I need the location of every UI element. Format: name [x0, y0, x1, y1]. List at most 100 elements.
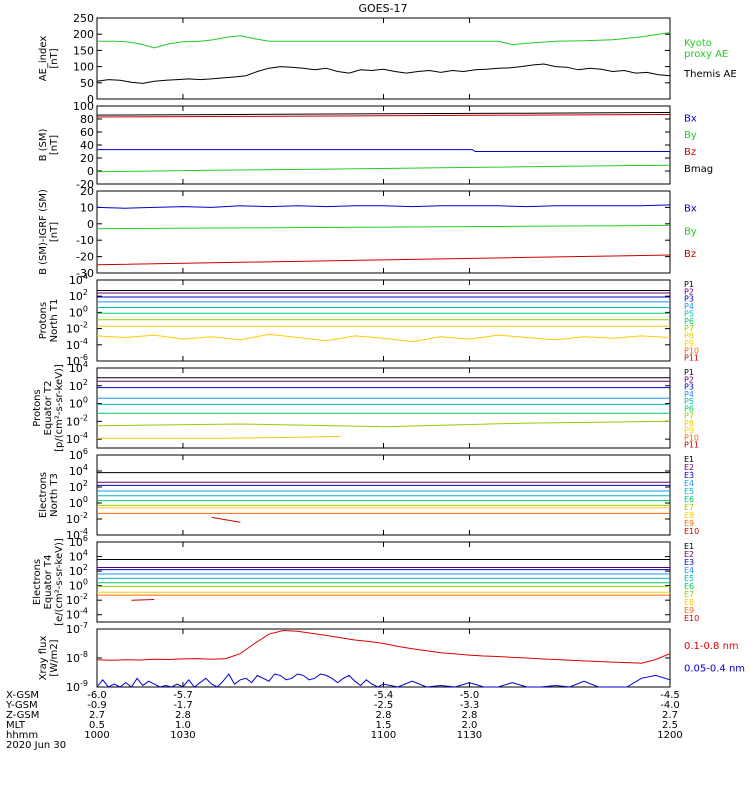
- legend-entry: E8: [684, 511, 694, 520]
- date-label: 2020 Jun 30: [6, 740, 66, 751]
- x-row-value: -3.3: [460, 700, 480, 711]
- series-line-p7: [96, 420, 671, 428]
- series-line-0.1-0.8-nm: [96, 629, 671, 664]
- legend-entry: E7: [684, 503, 694, 512]
- legend-entry: E4: [684, 479, 694, 488]
- legend-entry: Bz: [684, 147, 696, 158]
- y-tick-label: 80: [80, 113, 94, 126]
- legend-entry: Themis AE: [683, 69, 737, 80]
- x-row-value: -5.4: [374, 690, 394, 701]
- y-tick-label: 50: [80, 77, 94, 90]
- series-line-by: [96, 224, 671, 230]
- y-tick-label: 10-8: [66, 650, 88, 665]
- legend-entry: Bx: [684, 113, 697, 124]
- x-row-value: 1200: [657, 730, 682, 741]
- y-axis-label: ElectronsEquator T4[e/(cm²-s-sr-keV)]: [32, 538, 65, 626]
- x-row-value: -2.5: [374, 700, 394, 711]
- y-tick-label: 102: [69, 563, 88, 578]
- y-tick-label: 10-2: [66, 413, 88, 428]
- y-axis-label: B (SM)-IGRF (SM)[nT]: [38, 189, 60, 275]
- panel-frame: [96, 190, 671, 274]
- x-row-value: 2.8: [175, 710, 191, 721]
- panel-1: 250 200 150 100 50 0 AE_index[nT] Kyoto proxy AE…: [38, 12, 737, 106]
- legend-entry: E2: [684, 463, 694, 472]
- series-line-bmag: [96, 112, 671, 116]
- legend-entry: 0.1-0.8 nm: [684, 641, 739, 652]
- panel-frame: [96, 279, 671, 362]
- y-tick-label: -20: [76, 251, 94, 264]
- legend-entry: E9: [684, 606, 694, 615]
- series-line-bz: [96, 254, 671, 266]
- plot-title: GOES-17: [358, 2, 407, 15]
- legend-entry: E2: [684, 550, 694, 559]
- y-tick-label: 104: [69, 272, 88, 287]
- y-tick-label: 60: [80, 126, 94, 139]
- legend-entry: P10: [684, 433, 699, 442]
- x-row-value: 1130: [457, 730, 482, 741]
- series-line-bx: [96, 204, 671, 209]
- panel-8: 10-7 10-8 10-9 Xray flux[W/m2] 0.1-0.8 nm 0.0…: [38, 621, 745, 694]
- x-row-label: X-GSM: [6, 690, 39, 701]
- series-line-p9: [96, 333, 671, 343]
- series-line-bx: [97, 149, 670, 152]
- panel-frame: [96, 105, 671, 185]
- legend-entry: P2: [684, 287, 694, 296]
- series-line-bz: [96, 114, 671, 118]
- y-tick-label: 0: [87, 165, 94, 178]
- legend-entry: P11: [684, 354, 699, 363]
- legend-entry: Bz: [684, 249, 696, 260]
- legend-entry: E6: [684, 495, 694, 504]
- legend-entry: By: [684, 130, 697, 141]
- series-line-by: [96, 164, 671, 173]
- y-tick-label: 0: [87, 93, 94, 106]
- y-axis-label: ProtonsNorth T1: [38, 299, 60, 343]
- y-tick-label: 102: [69, 479, 88, 494]
- panel-frame: [96, 541, 671, 623]
- y-tick-label: 250: [73, 12, 94, 25]
- y-tick-label: 10-2: [66, 592, 88, 607]
- series-line-0.05-0.4-nm: [96, 673, 671, 688]
- y-tick-label: 104: [69, 463, 88, 478]
- x-row-value: 2.7: [89, 710, 105, 721]
- x-row-value: -6.0: [87, 690, 107, 701]
- legend-entry: E9: [684, 519, 694, 528]
- x-row-value: -4.5: [660, 690, 680, 701]
- x-row-value: 1100: [371, 730, 396, 741]
- x-row-label: Y-GSM: [5, 700, 38, 711]
- legend-entry: P5: [684, 397, 694, 406]
- series-line-themis-ae: [96, 63, 671, 84]
- y-tick-label: 100: [73, 61, 94, 74]
- legend-entry: By: [684, 226, 697, 237]
- y-axis-label: ElectronsNorth T3: [38, 472, 60, 518]
- series-line-kyoto-proxy-ae: [97, 32, 671, 49]
- y-axis-label: Xray flux[W/m2]: [38, 636, 60, 681]
- y-tick-label: 100: [69, 304, 88, 319]
- legend-entry: E3: [684, 558, 694, 567]
- y-tick-label: 10-4: [66, 431, 88, 446]
- y-tick-label: 106: [69, 534, 88, 549]
- legend-entry: E5: [684, 487, 694, 496]
- x-row-value: 1.5: [376, 720, 392, 731]
- x-axis-block: X-GSM -6.0 -5.7 -5.4 -5.0 -4.5 Y-GSM -0.9 -1.7 -2…: [5, 690, 683, 751]
- legend-entry: P7: [684, 324, 694, 333]
- legend-entry: Bmag: [684, 164, 713, 175]
- legend-entry: E1: [684, 542, 694, 551]
- legend-entry: P2: [684, 375, 694, 384]
- legend-entry: E10: [684, 527, 699, 536]
- legend-entry: P1: [684, 368, 694, 377]
- y-tick-label: 100: [69, 396, 88, 411]
- y-tick-label: 104: [69, 549, 88, 564]
- legend-entry: 0.05-0.4 nm: [684, 663, 745, 674]
- legend-entry: P8: [684, 419, 694, 428]
- legend-entry: E6: [684, 582, 694, 591]
- legend-entry: E10: [684, 614, 699, 623]
- panel-3: 20 10 0 -10 -20 -30 B (SM)-IGRF (SM)[nT] Bx By Bz: [38, 185, 697, 280]
- legend-entry: E4: [684, 566, 694, 575]
- panel-frame: [96, 628, 671, 688]
- y-tick-label: 10: [80, 201, 94, 214]
- y-tick-label: -30: [76, 267, 94, 280]
- y-axis-label: B (SM)[nT]: [38, 128, 60, 161]
